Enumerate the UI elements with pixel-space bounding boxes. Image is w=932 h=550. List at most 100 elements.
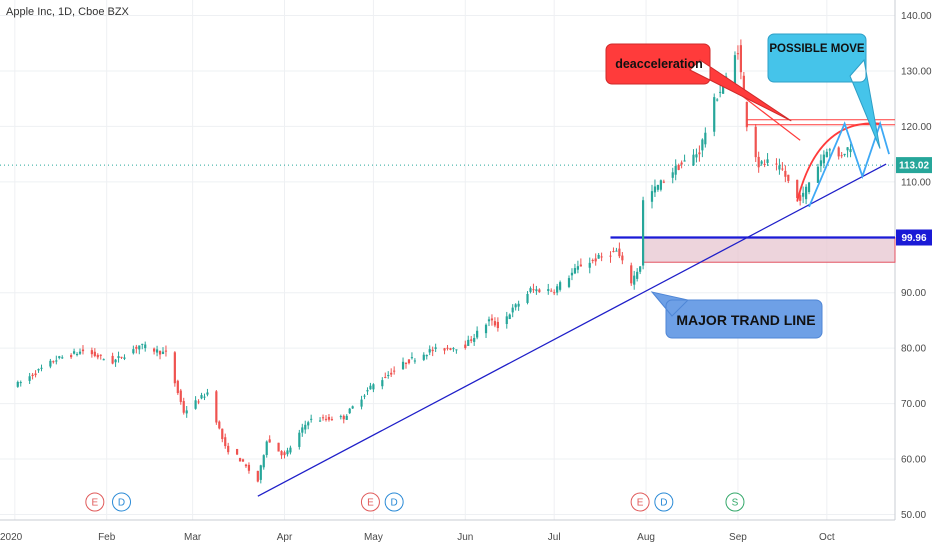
candle-body	[111, 355, 114, 364]
candle	[422, 352, 425, 362]
candle	[37, 368, 40, 373]
candle	[496, 317, 499, 332]
possible-move-zigzag	[808, 120, 890, 208]
support-zone	[642, 237, 896, 263]
candle-body	[182, 401, 185, 413]
candle	[283, 450, 286, 459]
candle-body	[135, 346, 138, 349]
candle	[843, 153, 846, 157]
candle	[819, 154, 823, 173]
candle	[72, 348, 76, 355]
candle-body	[680, 162, 683, 165]
candle	[597, 253, 600, 259]
candle-body	[843, 153, 846, 156]
candle-body	[452, 348, 455, 350]
candle	[680, 160, 683, 169]
candle-body	[828, 149, 831, 151]
candle-body	[339, 416, 342, 418]
candle-body	[268, 439, 271, 443]
candle-body	[683, 160, 686, 162]
candle-body	[307, 422, 310, 426]
candle	[713, 93, 716, 137]
event-marker-label: D	[118, 498, 125, 509]
candle-body	[404, 362, 408, 364]
candle	[161, 347, 165, 355]
candle	[434, 343, 437, 353]
candle-body	[618, 248, 621, 257]
candle	[99, 354, 102, 360]
x-tick-label: May	[364, 532, 383, 543]
candle	[235, 448, 239, 456]
candle-body	[633, 275, 636, 285]
x-tick-label: Aug	[637, 532, 655, 543]
candle	[280, 450, 283, 459]
candle	[653, 179, 657, 197]
candle	[704, 127, 707, 148]
candle	[443, 347, 446, 355]
candle	[733, 51, 737, 85]
candle	[342, 414, 345, 424]
candle-body	[58, 356, 61, 358]
candle-body	[449, 348, 452, 350]
candle-body	[656, 184, 660, 190]
candle-body	[277, 442, 280, 452]
trend-line-label: MAJOR TRAND LINE	[676, 312, 815, 328]
candle-body	[227, 445, 230, 453]
candle	[244, 463, 248, 468]
candle-body	[781, 168, 784, 170]
candle	[185, 406, 188, 418]
candle	[34, 370, 37, 378]
chart-legend: Apple Inc, 1D, Cboe BZX	[6, 6, 129, 18]
deacceleration-callout: deacceleration	[605, 43, 792, 122]
candle-body	[158, 350, 162, 355]
candle-body	[179, 390, 182, 402]
candle	[363, 394, 366, 400]
candle-body	[318, 420, 322, 422]
candle	[662, 179, 665, 184]
candle	[618, 242, 621, 259]
candle-body	[446, 347, 449, 349]
candle-body	[754, 126, 757, 158]
candle	[114, 358, 117, 367]
candle-body	[778, 165, 781, 170]
candle-body	[425, 354, 428, 357]
candle-body	[348, 408, 351, 414]
candle	[807, 181, 811, 195]
y-tick-label: 90.00	[901, 288, 926, 299]
candle-body	[407, 359, 411, 364]
candle-body	[526, 293, 529, 303]
candle	[576, 260, 579, 274]
candle	[410, 352, 414, 360]
candle-body	[360, 399, 363, 407]
candle	[262, 454, 265, 470]
event-marker	[725, 492, 745, 512]
candle	[464, 340, 467, 350]
candle-body	[662, 181, 665, 183]
candle-body	[766, 159, 769, 163]
candle-body	[431, 349, 434, 352]
candle-body	[443, 348, 446, 351]
candle-body	[822, 154, 825, 164]
candle-body	[840, 155, 843, 157]
candle	[579, 258, 582, 267]
candle-body	[102, 359, 105, 361]
event-marker	[112, 492, 132, 512]
candle	[102, 358, 105, 361]
candle	[141, 343, 144, 350]
candle	[452, 347, 455, 352]
candle-body	[609, 255, 612, 257]
candle-body	[153, 348, 156, 352]
candle	[345, 414, 348, 420]
candle-body	[203, 396, 206, 398]
candle-body	[825, 151, 828, 158]
candle-body	[52, 361, 55, 363]
candle-body	[434, 347, 437, 349]
candle	[330, 416, 334, 421]
candle	[339, 414, 342, 420]
candle-body	[197, 401, 200, 403]
y-tick-label: 110.00	[901, 177, 931, 188]
candle	[760, 160, 763, 166]
y-tick-label: 80.00	[901, 344, 926, 355]
candle	[52, 360, 55, 364]
